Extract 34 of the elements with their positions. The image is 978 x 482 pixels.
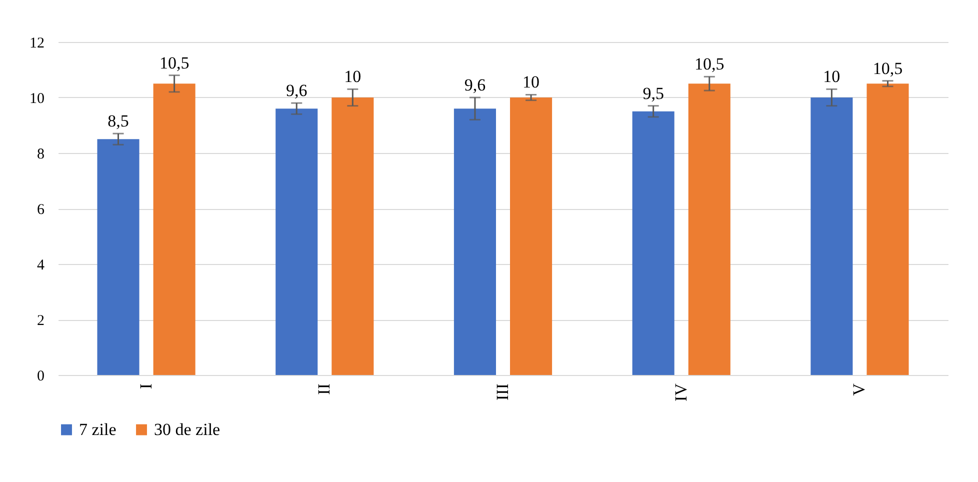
bar [97, 139, 140, 375]
data-label: 10,5 [872, 58, 903, 78]
data-label: 10 [344, 67, 362, 86]
bar [688, 84, 730, 375]
bar [510, 98, 552, 375]
data-label: 10 [823, 67, 840, 86]
y-tick-label: 6 [37, 202, 45, 218]
y-tick-label: 4 [37, 258, 45, 274]
x-tick-label: V [850, 382, 869, 396]
y-tick-label: 12 [30, 36, 44, 52]
x-tick-label: II [314, 383, 334, 395]
legend-label: 30 de zile [154, 420, 220, 439]
data-label: 8,5 [108, 112, 129, 131]
data-label: 9,5 [642, 84, 664, 103]
y-tick-label: 2 [37, 313, 44, 329]
bar [332, 98, 374, 375]
data-label: 9,6 [464, 76, 486, 94]
data-label: 10,5 [159, 53, 190, 72]
bar [454, 108, 496, 375]
y-tick-label: 8 [37, 146, 44, 162]
bar [810, 98, 853, 375]
x-tick-label: III [493, 383, 512, 400]
bar [276, 108, 318, 375]
bar [153, 84, 196, 375]
bar [866, 84, 909, 375]
y-tick-label: 0 [37, 368, 44, 384]
x-tick-label: IV [671, 382, 690, 402]
y-tick-label: 10 [30, 91, 44, 107]
data-label: 10,5 [694, 54, 724, 74]
legend-label: 7 zile [79, 420, 116, 439]
data-label: 10 [522, 72, 540, 92]
bar [632, 111, 674, 375]
data-label: 9,6 [286, 81, 308, 100]
x-tick-label: I [136, 383, 156, 390]
